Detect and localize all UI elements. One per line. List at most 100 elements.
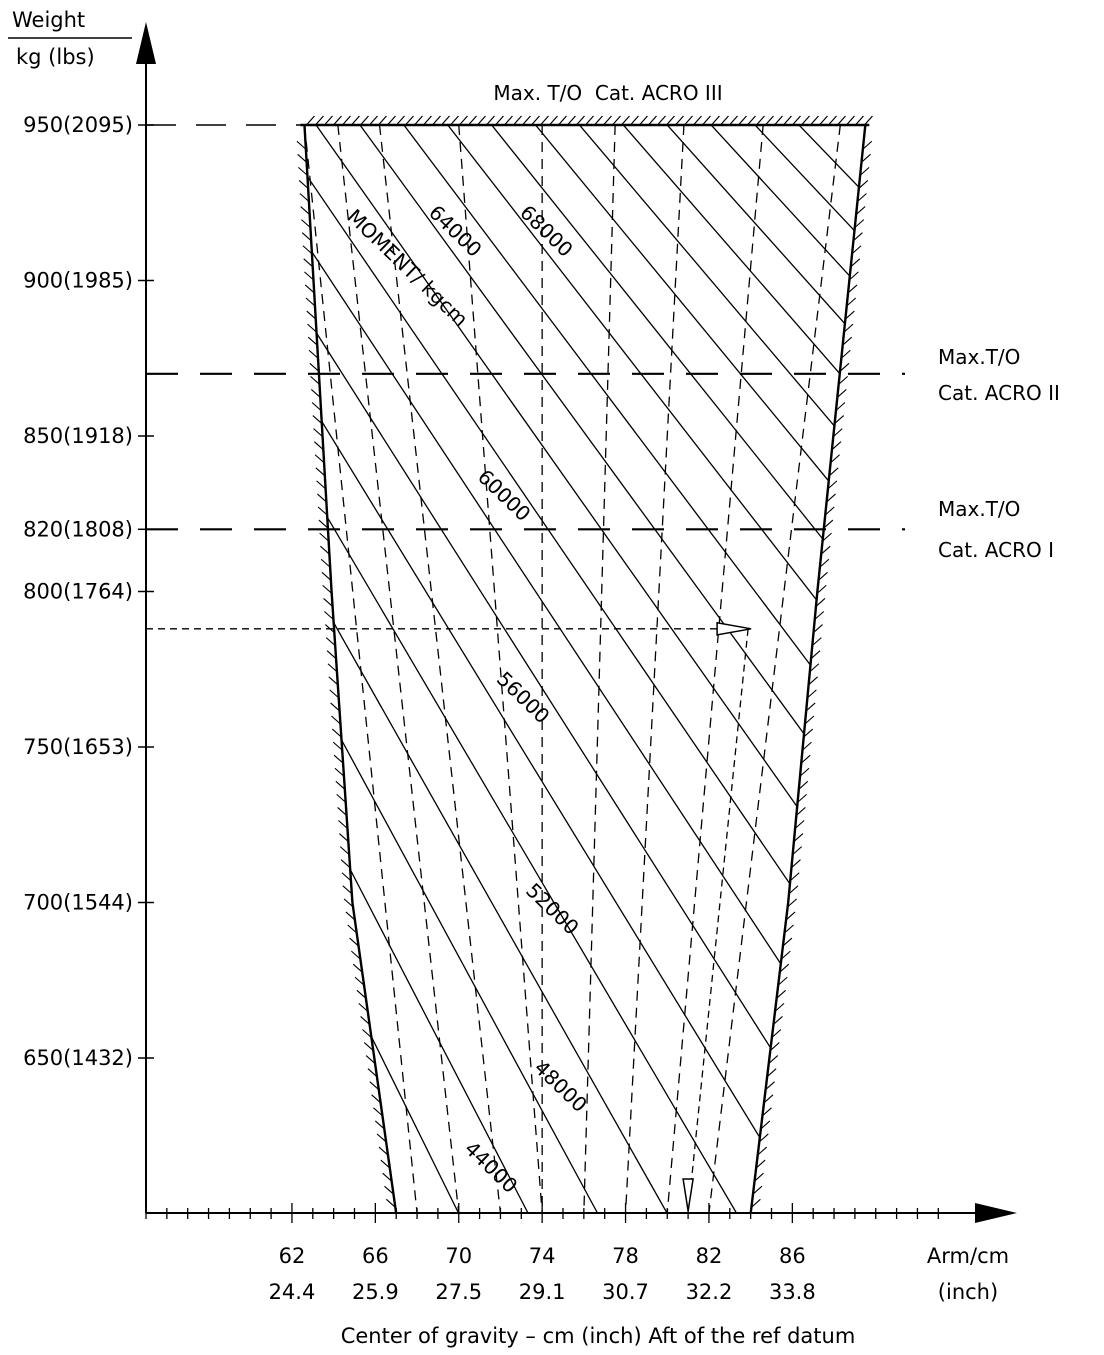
hatch-mark bbox=[384, 1185, 394, 1195]
hatch-mark bbox=[351, 950, 361, 960]
hatch-mark bbox=[765, 1081, 775, 1091]
hatch-mark bbox=[702, 115, 711, 126]
hatch-mark bbox=[765, 115, 774, 126]
hatch-mark bbox=[783, 115, 792, 126]
x-tick-labels: 62 24.4 66 25.9 70 27.5 74 29.1 78 30.7 82 32.2 86 33… bbox=[269, 1244, 816, 1304]
weight-limit-lines bbox=[146, 124, 905, 531]
hatch-mark bbox=[845, 310, 855, 320]
cg-guide-line bbox=[458, 125, 543, 1214]
hatch-mark bbox=[779, 963, 790, 973]
hatch-mark bbox=[318, 519, 329, 529]
hatch-mark bbox=[304, 271, 314, 281]
hatch-mark bbox=[298, 166, 308, 176]
hatch-mark bbox=[365, 1055, 376, 1065]
hatch-mark bbox=[809, 663, 820, 673]
axes bbox=[136, 22, 1017, 1223]
hatch-mark bbox=[804, 715, 815, 725]
hatch-mark bbox=[760, 1120, 771, 1130]
hatch-mark bbox=[675, 115, 684, 126]
hatch-mark bbox=[846, 115, 855, 126]
hatch-mark bbox=[834, 415, 844, 424]
hatch-mark bbox=[836, 389, 847, 398]
hatch-mark bbox=[320, 558, 331, 568]
y-tick-label: 900(1985) bbox=[23, 269, 133, 293]
hatch-mark bbox=[336, 793, 347, 803]
y-axis-unit: kg (lbs) bbox=[16, 45, 95, 69]
x-tick-label-cm: 74 bbox=[529, 1244, 556, 1268]
hatch-mark bbox=[805, 702, 816, 712]
hatch-mark bbox=[792, 846, 803, 856]
hatch-mark bbox=[666, 115, 675, 126]
moment-line bbox=[304, 125, 866, 1214]
cg-guide-line bbox=[666, 125, 764, 1214]
x-tick-label-inch: 30.7 bbox=[602, 1280, 649, 1304]
hatch-mark bbox=[513, 115, 522, 126]
x-tick-label-cm: 86 bbox=[779, 1244, 806, 1268]
moment-line bbox=[359, 125, 866, 1214]
hatch-mark bbox=[774, 1002, 785, 1012]
cg-guide-line bbox=[750, 125, 866, 1214]
hatch-mark bbox=[791, 859, 801, 869]
hatch-mark bbox=[823, 519, 834, 529]
cg-guide-line bbox=[304, 125, 418, 1214]
hatch-mark bbox=[307, 323, 317, 333]
hatch-mark bbox=[711, 115, 720, 126]
example-arrow-right bbox=[716, 621, 752, 636]
hatch-mark bbox=[333, 115, 342, 126]
hatch-mark bbox=[807, 689, 817, 699]
hatch-mark bbox=[776, 989, 786, 999]
hatch-mark bbox=[747, 115, 756, 126]
hatch-mark bbox=[322, 584, 333, 594]
hatch-mark bbox=[799, 767, 810, 777]
hatch-mark bbox=[330, 702, 340, 712]
hatch-mark bbox=[321, 571, 332, 581]
hatch-mark bbox=[766, 1068, 777, 1078]
hatch-mark bbox=[813, 624, 823, 633]
hatch-mark bbox=[373, 1107, 383, 1117]
moment-label: 56000 bbox=[492, 667, 554, 728]
hatch-mark bbox=[302, 245, 313, 255]
hatch-mark bbox=[315, 467, 326, 477]
hatch-mark bbox=[594, 115, 603, 126]
hatch-mark bbox=[477, 115, 486, 126]
hatch-mark bbox=[751, 1198, 761, 1208]
hatch-mark bbox=[603, 115, 612, 126]
hatch-mark bbox=[374, 1120, 385, 1130]
hatch-mark bbox=[299, 193, 310, 202]
moment-line bbox=[578, 125, 866, 1214]
hatch-mark bbox=[367, 1068, 378, 1078]
hatch-mark bbox=[585, 115, 594, 126]
limit-label-acro-1-line2: Cat. ACRO I bbox=[938, 538, 1054, 562]
hatch-mark bbox=[822, 532, 832, 542]
hatch-mark bbox=[327, 663, 338, 673]
hatch-mark bbox=[396, 115, 405, 126]
hatch-mark bbox=[310, 375, 320, 385]
hatch-mark bbox=[832, 428, 843, 438]
hatch-mark bbox=[847, 284, 858, 294]
moment-line bbox=[447, 125, 866, 1214]
hatch-mark bbox=[300, 206, 311, 215]
hatch-mark bbox=[320, 545, 330, 555]
hatch-mark bbox=[331, 715, 341, 725]
moment-label: 52000 bbox=[521, 878, 583, 939]
moment-label: 64000 bbox=[424, 200, 486, 261]
hatch-mark bbox=[328, 676, 339, 686]
hatch-mark bbox=[774, 115, 783, 126]
hatch-mark bbox=[684, 115, 693, 126]
limit-label-acro-2-line2: Cat. ACRO II bbox=[938, 381, 1060, 405]
hatch-mark bbox=[296, 140, 307, 150]
hatch-mark bbox=[385, 1198, 396, 1208]
hatch-mark bbox=[540, 115, 549, 126]
hatch-mark bbox=[342, 885, 353, 895]
hatch-mark bbox=[331, 728, 342, 738]
hatch-mark bbox=[850, 258, 861, 268]
hatch-mark bbox=[797, 793, 807, 803]
hatch-mark bbox=[304, 284, 315, 294]
hatch-mark bbox=[819, 115, 828, 126]
hatch-mark bbox=[754, 1172, 764, 1182]
hatch-mark bbox=[567, 115, 576, 126]
hatch-mark bbox=[757, 1146, 768, 1156]
hatch-mark bbox=[363, 1042, 374, 1051]
hatch-mark bbox=[621, 115, 630, 126]
example-arrow-down bbox=[682, 1178, 694, 1212]
